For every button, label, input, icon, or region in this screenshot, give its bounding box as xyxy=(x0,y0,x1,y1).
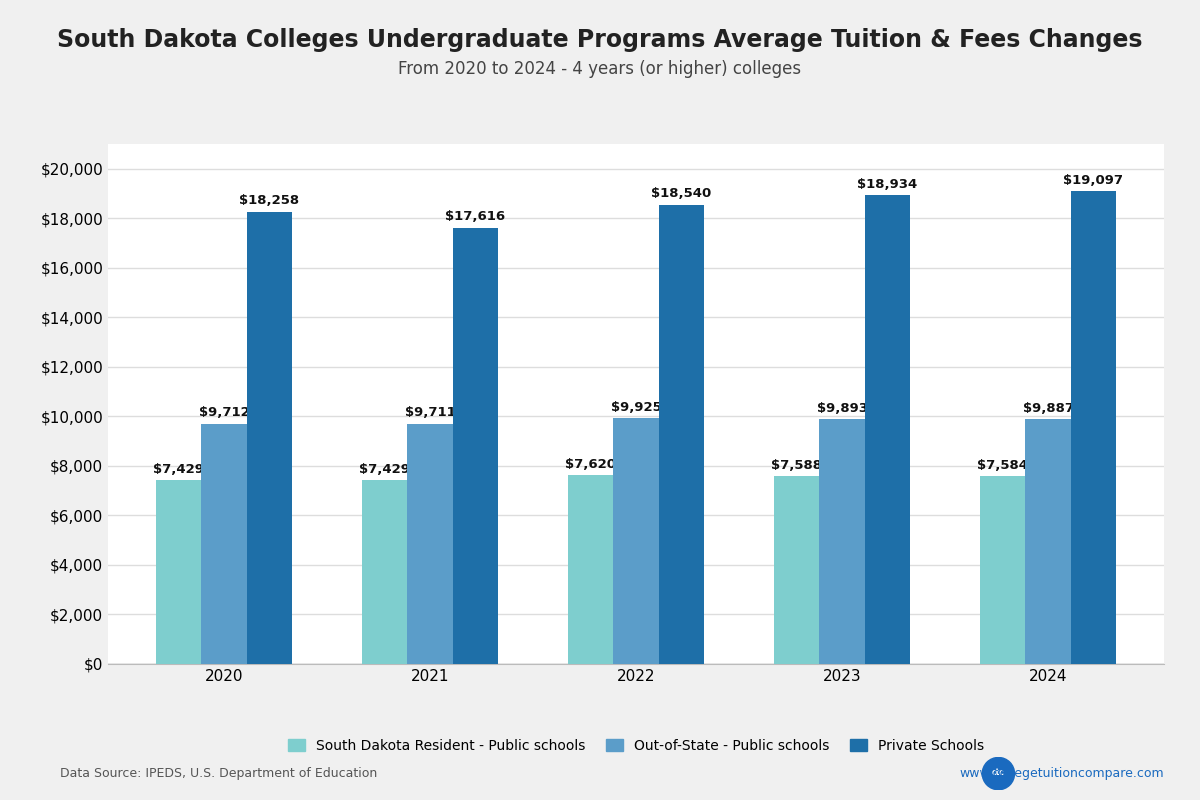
Bar xyxy=(202,423,247,664)
Bar xyxy=(1070,191,1116,664)
Bar xyxy=(980,476,1025,664)
Text: $9,887: $9,887 xyxy=(1022,402,1074,414)
Text: $17,616: $17,616 xyxy=(445,210,505,223)
Text: $7,429: $7,429 xyxy=(359,462,410,475)
Text: South Dakota Colleges Undergraduate Programs Average Tuition & Fees Changes: South Dakota Colleges Undergraduate Prog… xyxy=(58,28,1142,52)
Text: $7,429: $7,429 xyxy=(154,462,204,475)
Legend: South Dakota Resident - Public schools, Out-of-State - Public schools, Private S: South Dakota Resident - Public schools, … xyxy=(288,738,984,753)
Bar xyxy=(820,419,865,664)
Text: From 2020 to 2024 - 4 years (or higher) colleges: From 2020 to 2024 - 4 years (or higher) … xyxy=(398,60,802,78)
Text: www.collegetuitioncompare.com: www.collegetuitioncompare.com xyxy=(959,767,1164,780)
Bar xyxy=(613,418,659,664)
Text: $9,712: $9,712 xyxy=(199,406,250,419)
Bar xyxy=(774,476,820,664)
Bar xyxy=(362,480,407,664)
Text: $9,925: $9,925 xyxy=(611,401,661,414)
Text: $18,258: $18,258 xyxy=(239,194,299,207)
Text: $9,711: $9,711 xyxy=(404,406,455,419)
Bar xyxy=(568,475,613,664)
Bar xyxy=(659,205,704,664)
Bar xyxy=(1025,419,1070,664)
Text: $19,097: $19,097 xyxy=(1063,174,1123,186)
Text: Data Source: IPEDS, U.S. Department of Education: Data Source: IPEDS, U.S. Department of E… xyxy=(60,767,377,780)
Text: ctc: ctc xyxy=(992,769,1004,778)
Bar xyxy=(865,195,910,664)
Circle shape xyxy=(983,758,1014,790)
Bar xyxy=(247,212,292,664)
Text: $7,584: $7,584 xyxy=(977,458,1028,472)
Text: $18,934: $18,934 xyxy=(857,178,918,190)
Bar xyxy=(452,228,498,664)
Text: $7,620: $7,620 xyxy=(565,458,616,471)
Text: $9,893: $9,893 xyxy=(816,402,868,414)
Bar xyxy=(407,423,452,664)
Text: $18,540: $18,540 xyxy=(652,187,712,201)
Text: $7,588: $7,588 xyxy=(772,458,822,472)
Bar xyxy=(156,480,202,664)
